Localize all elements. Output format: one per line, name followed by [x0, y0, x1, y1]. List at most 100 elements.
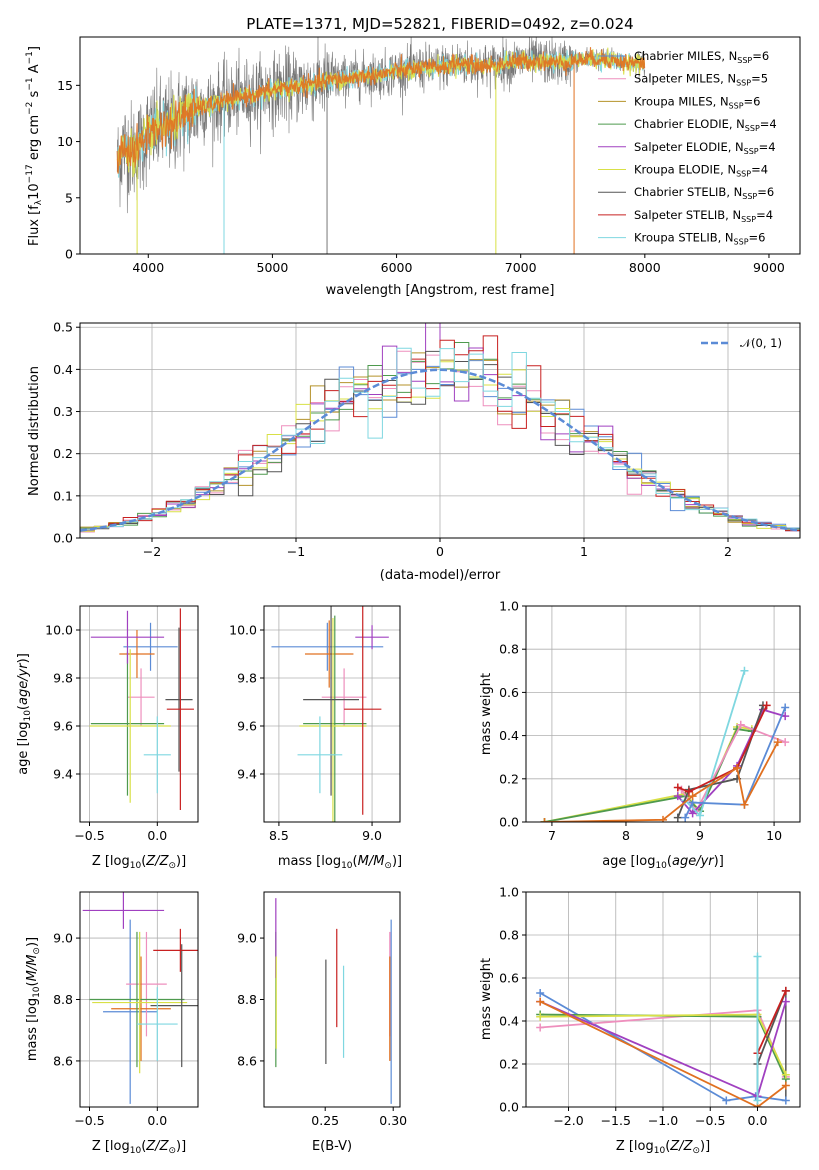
y-tick-label: 0.6	[499, 685, 519, 700]
spectrum-panel: PLATE=1371, MJD=52821, FIBERID=0492, z=0…	[25, 15, 801, 298]
weight-series-line	[544, 726, 753, 822]
weight-vs-age-plot-area	[540, 666, 790, 822]
weight-marker	[536, 1012, 545, 1021]
weight-vs-age-x-label: age [log10(age/yr)]	[602, 854, 724, 871]
residual-axes: −2 −1 0 1 2 0.0 0.1 0.2 0.3 0.4 0.5	[53, 320, 732, 559]
weight-marker	[696, 811, 705, 820]
normal-legend-label: 𝒩(0, 1)	[740, 336, 782, 350]
y-tick-label: 8.8	[53, 992, 73, 1007]
age-vs-z-x-label: Z [log10(Z/Z⊙)]	[92, 854, 186, 871]
x-tick-label: 1	[580, 544, 588, 559]
spectrum-legend: Chabrier MILES, NSSP=6 Salpeter MILES, NS…	[598, 49, 777, 247]
legend-label: Chabrier ELODIE, NSSP=4	[634, 117, 777, 133]
observed-spectrum-line	[116, 37, 645, 214]
x-tick-label: −0.5	[695, 1113, 725, 1128]
x-tick-label: 6000	[381, 260, 413, 275]
x-tick-label: −2	[143, 544, 161, 559]
weight-series-line	[677, 705, 768, 793]
legend-label: Salpeter STELIB, NSSP=4	[634, 208, 773, 224]
legend-label: Chabrier STELIB, NSSP=6	[634, 185, 774, 201]
x-tick-label: 0	[436, 544, 444, 559]
mass-vs-ebv-panel: 0.25 0.30 8.6 8.8 9.0 E(B-V)	[237, 891, 407, 1154]
weight-marker	[540, 818, 549, 822]
mass-vs-z-axes: −0.5 0.0 8.6 8.8 9.0	[53, 931, 167, 1128]
y-tick-label: 0.4	[499, 1014, 519, 1029]
x-tick-label: 8	[622, 828, 630, 843]
y-tick-label: 8.6	[53, 1053, 73, 1068]
weight-marker	[733, 764, 742, 772]
y-tick-label: 1.0	[499, 599, 519, 614]
y-tick-label: 0.2	[499, 1057, 519, 1072]
y-tick-label: 9.6	[237, 719, 257, 734]
weight-marker	[740, 666, 749, 675]
x-tick-label: 0.0	[748, 1113, 768, 1128]
weight-marker	[740, 800, 749, 809]
weight-marker	[781, 1096, 790, 1105]
y-tick-label: 0.6	[499, 971, 519, 986]
age-vs-mass-x-label: mass [log10(M/M⊙)]	[278, 854, 402, 871]
y-tick-label: 0.8	[499, 928, 519, 943]
age-vs-mass-grid	[264, 606, 400, 822]
weight-marker	[536, 1023, 545, 1032]
age-vs-mass-axes: 8.5 9.0 9.4 9.6 9.8 10.0	[229, 623, 382, 844]
y-tick-label: 8.6	[237, 1053, 257, 1068]
x-tick-label: −1.5	[601, 1113, 631, 1128]
weight-marker	[781, 738, 790, 747]
weight-vs-z-panel: −2.0 −1.5 −1.0 −0.5 0.0 0.0 0.2 0.4 0.6 0.8 1.0 Z …	[479, 885, 801, 1156]
y-tick-label: 9.8	[53, 671, 73, 686]
normal-distribution-curve	[80, 368, 800, 532]
y-tick-label: 0.0	[53, 531, 73, 546]
weight-marker	[753, 952, 762, 961]
residual-legend: 𝒩(0, 1)	[701, 336, 782, 350]
weight-series-line	[756, 990, 787, 1054]
x-tick-label: 2	[724, 544, 732, 559]
mass-vs-ebv-axes: 0.25 0.30 8.6 8.8 9.0	[237, 931, 407, 1128]
y-tick-label: 9.4	[53, 767, 73, 782]
weight-vs-age-frame	[525, 605, 801, 823]
weight-marker	[673, 792, 682, 801]
mass-vs-z-panel: −0.5 0.0 8.6 8.8 9.0 Z [log10(Z/Z⊙)] mass [l…	[25, 891, 199, 1156]
weight-marker	[773, 738, 782, 747]
x-tick-label: 7	[548, 828, 556, 843]
y-tick-label: 5	[65, 190, 73, 205]
x-tick-label: −0.5	[74, 1113, 104, 1128]
weight-marker	[781, 997, 790, 1006]
weight-marker	[659, 815, 667, 822]
mass-vs-z-y-label: mass [log10(M/M⊙)]	[25, 937, 42, 1061]
x-tick-label: 10	[766, 828, 782, 843]
x-tick-label: 0.25	[311, 1113, 339, 1128]
y-tick-label: 15	[57, 78, 73, 93]
y-tick-label: 10.0	[45, 623, 73, 638]
model-spectrum-line	[116, 47, 646, 174]
x-tick-label: 5000	[257, 260, 289, 275]
age-vs-z-frame	[79, 605, 199, 823]
spectrum-plot-area	[116, 37, 646, 254]
weight-marker	[536, 997, 545, 1006]
weight-series-line	[684, 707, 787, 819]
weight-marker	[781, 1081, 790, 1090]
age-vs-mass-plot-area	[271, 606, 389, 822]
y-tick-label: 0.5	[53, 320, 73, 335]
age-vs-z-panel: −0.5 0.0 9.4 9.6 9.8 10.0 Z [log10(Z/Z⊙)] age…	[16, 605, 199, 871]
x-tick-label: 0.0	[147, 1113, 167, 1128]
x-tick-label: 9.0	[362, 828, 382, 843]
age-vs-mass-panel: 8.5 9.0 9.4 9.6 9.8 10.0 mass [log10(M/M⊙)]	[229, 605, 402, 871]
mass-vs-ebv-x-label: E(B-V)	[312, 1139, 352, 1154]
weight-vs-age-grid	[526, 605, 800, 823]
weight-marker	[753, 1096, 762, 1105]
weight-marker	[781, 986, 790, 995]
x-tick-label: 4000	[132, 260, 164, 275]
mass-vs-z-x-label: Z [log10(Z/Z⊙)]	[92, 1139, 186, 1156]
x-tick-label: −1.0	[648, 1113, 678, 1128]
x-tick-label: 9000	[753, 260, 785, 275]
weight-vs-z-x-label: Z [log10(Z/Z⊙)]	[616, 1139, 710, 1156]
weight-marker	[688, 792, 697, 801]
y-tick-label: 0	[65, 247, 73, 262]
weight-vs-age-y-label: mass weight	[479, 673, 494, 755]
x-tick-label: −0.5	[74, 828, 104, 843]
residual-histogram	[80, 347, 800, 530]
age-vs-z-plot-area	[89, 608, 194, 810]
age-vs-z-y-label: age [log10(age/yr)]	[16, 653, 33, 775]
legend-label: Chabrier MILES, NSSP=6	[634, 49, 769, 65]
